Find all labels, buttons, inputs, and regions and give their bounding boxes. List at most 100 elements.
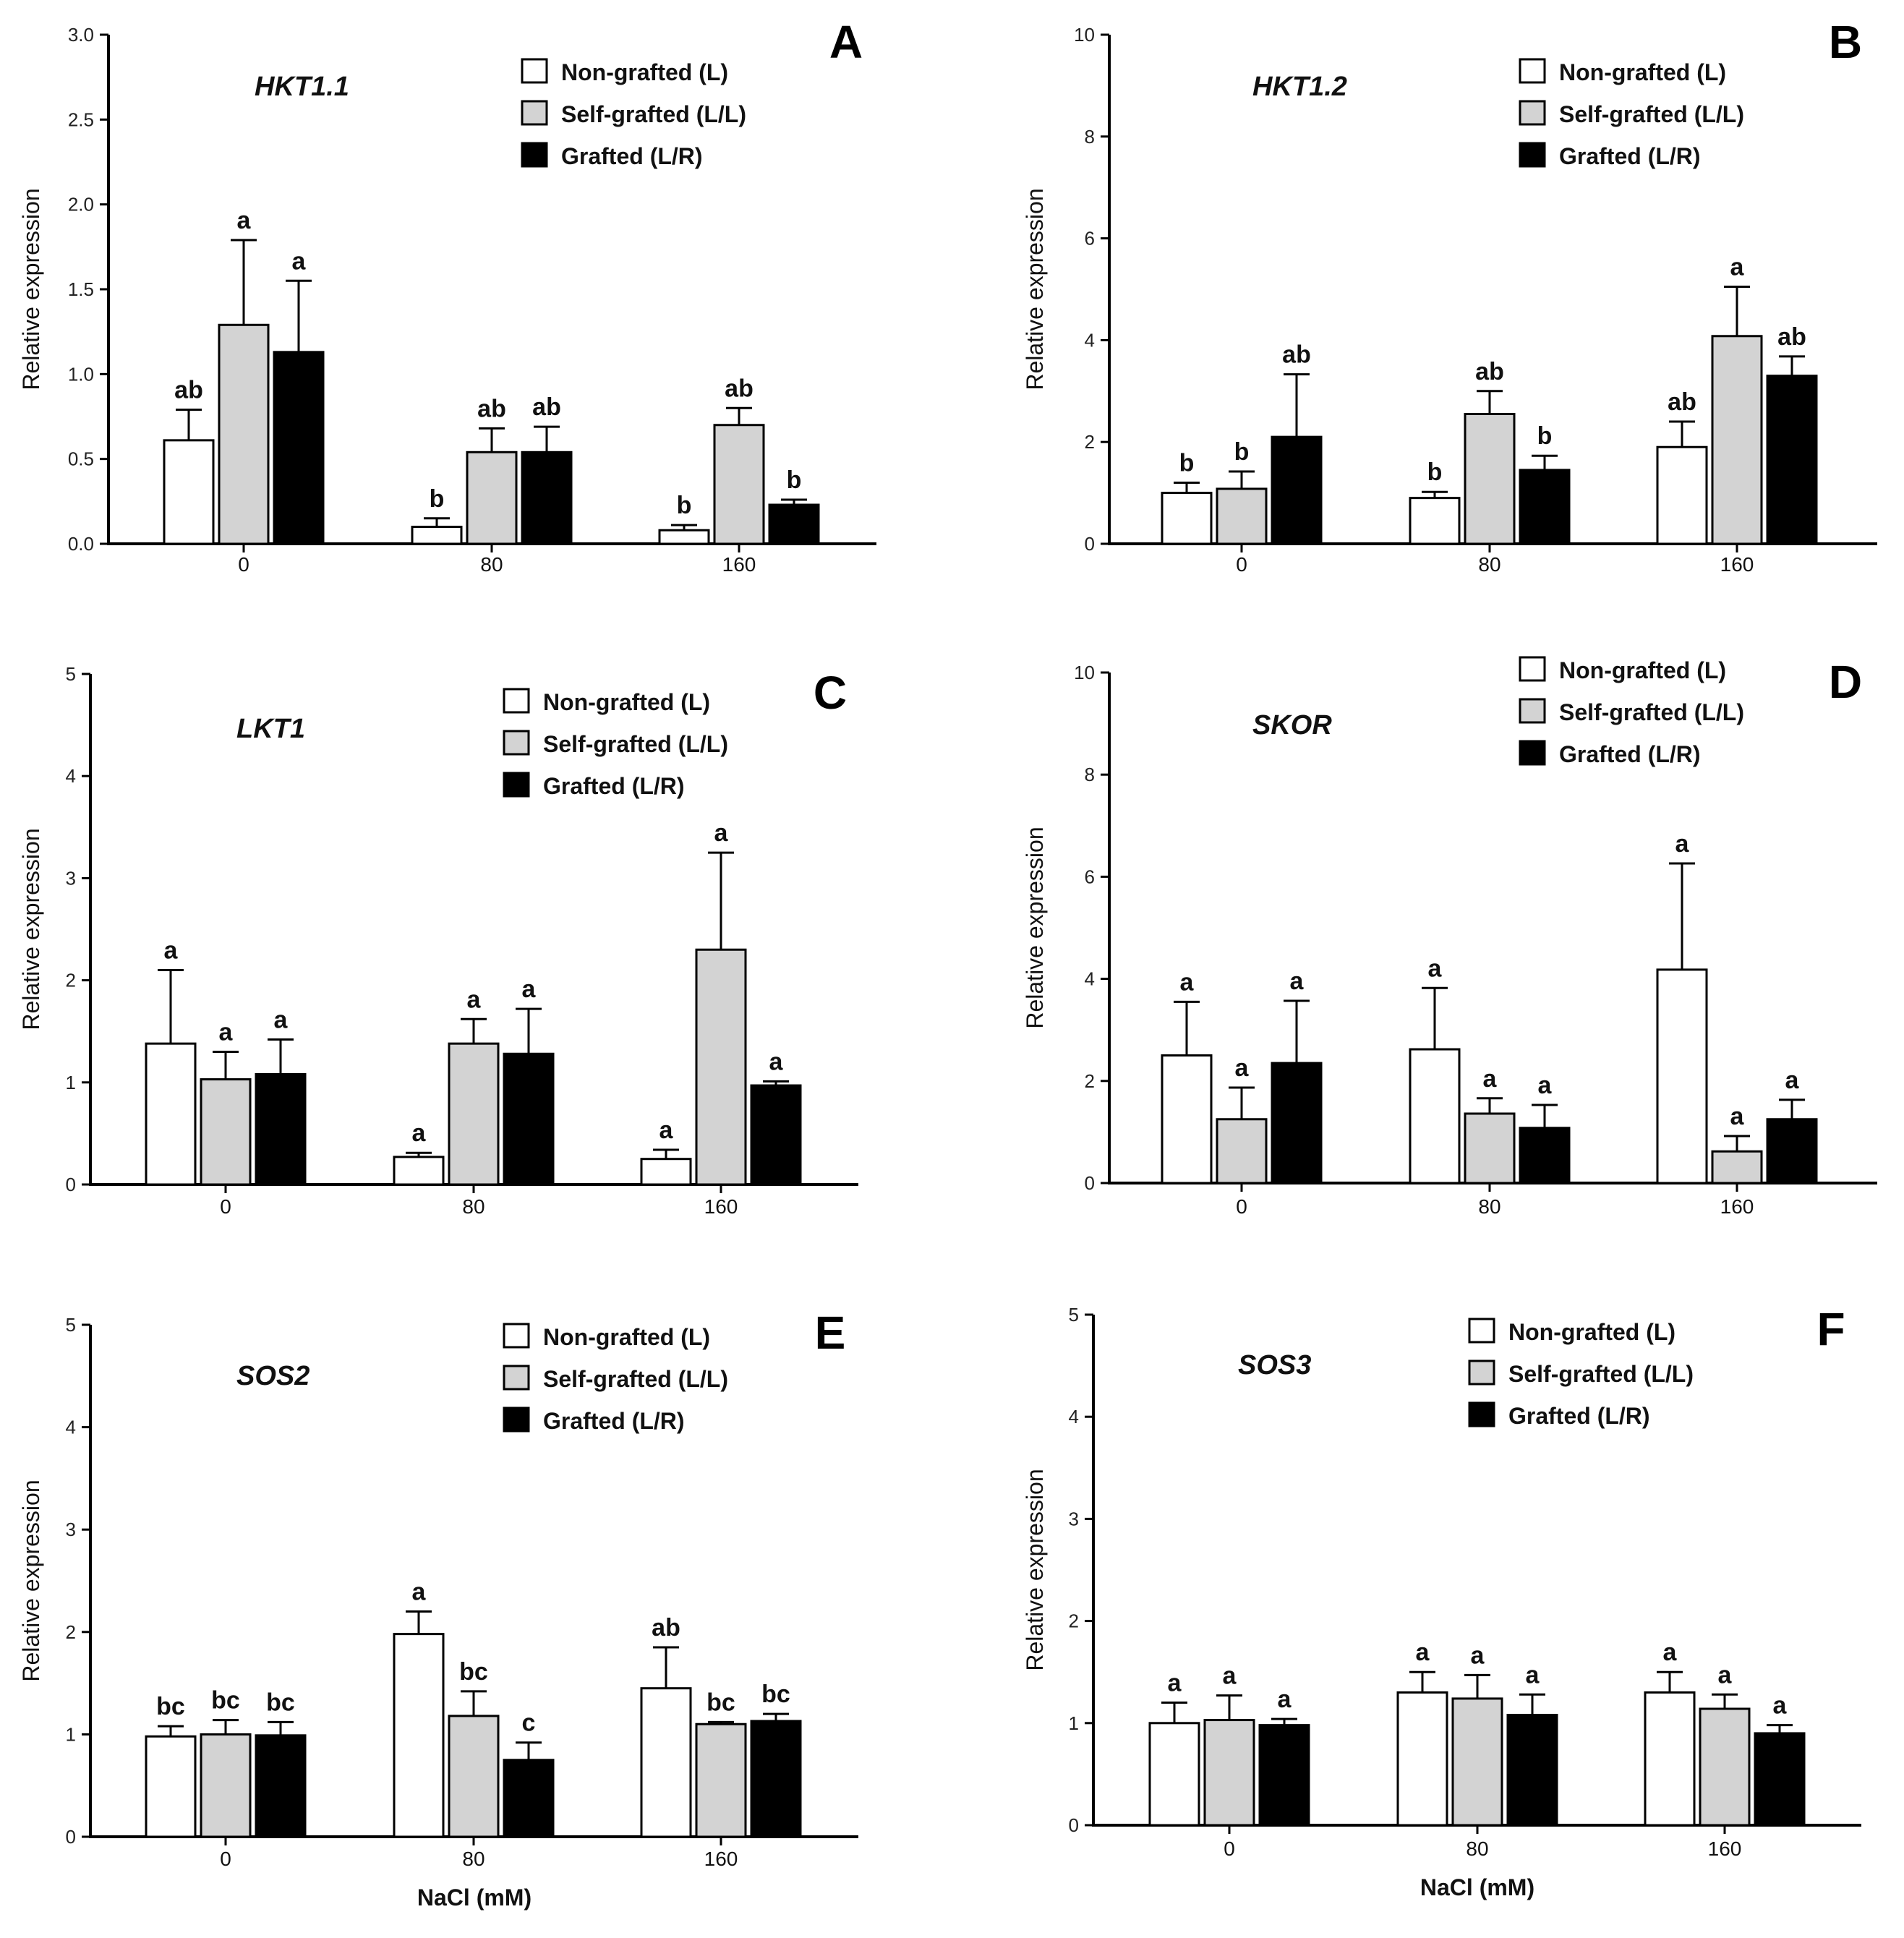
significance-label: ab (652, 1614, 680, 1642)
bar (640, 1687, 692, 1838)
bar (1464, 412, 1516, 545)
significance-label: bc (459, 1658, 488, 1686)
significance-label: a (237, 207, 252, 234)
significance-label: a (412, 1578, 427, 1605)
y-tick-label: 4 (66, 1417, 76, 1438)
bar (1148, 1722, 1200, 1827)
significance-label: a (1471, 1642, 1485, 1669)
significance-label: a (1278, 1686, 1292, 1713)
bar (1519, 1127, 1571, 1184)
panel-letter: D (1829, 656, 1862, 708)
panel-letter: A (829, 16, 863, 68)
bar (393, 1633, 445, 1838)
significance-label: a (1526, 1661, 1540, 1689)
significance-label: bc (211, 1687, 240, 1715)
legend-swatch (1468, 1318, 1495, 1344)
bar (750, 1084, 802, 1186)
y-tick-label: 4 (1085, 968, 1095, 990)
bar (695, 948, 747, 1186)
significance-label: a (1428, 955, 1443, 982)
bar (1396, 1691, 1448, 1827)
significance-label: bc (156, 1693, 185, 1720)
x-tick-label: 80 (1478, 1195, 1500, 1218)
legend-label: Self-grafted (L/L) (1508, 1361, 1694, 1387)
x-tick-label: 80 (462, 1195, 484, 1218)
legend-swatch (1519, 740, 1546, 766)
legend-swatch (521, 58, 548, 84)
y-tick-label: 8 (1085, 126, 1095, 148)
legend-swatch (503, 1323, 530, 1349)
x-tick-label: 80 (1466, 1837, 1488, 1860)
y-tick-label: 1 (1069, 1712, 1079, 1734)
legend-swatch (521, 142, 548, 168)
legend-swatch (503, 1406, 530, 1433)
y-tick-label: 5 (66, 1314, 76, 1336)
legend-label: Self-grafted (L/L) (1559, 101, 1744, 127)
y-tick-label: 5 (1069, 1304, 1079, 1326)
bar (200, 1078, 252, 1186)
significance-label: a (1663, 1639, 1678, 1666)
significance-label: b (1234, 438, 1250, 466)
y-tick-label: 3 (1069, 1508, 1079, 1529)
significance-label: a (164, 936, 179, 964)
panel-f: 0 1 2 3 4 5 Relative expression 0 80 160 NaCl (mM)… (1022, 1303, 1861, 1900)
y-axis-title: Relative expression (1022, 188, 1048, 390)
bar (521, 451, 573, 545)
significance-label: a (1718, 1661, 1733, 1689)
bar (1451, 1697, 1503, 1827)
y-tick-label: 10 (1074, 662, 1095, 683)
bar (145, 1042, 197, 1186)
bar (255, 1073, 307, 1186)
significance-label: a (1483, 1065, 1498, 1093)
gene-title: HKT1.1 (255, 72, 349, 102)
significance-label: b (1427, 458, 1443, 486)
significance-label: bc (266, 1689, 295, 1716)
y-tick-label: 1 (66, 1072, 76, 1093)
legend-swatch (1519, 142, 1546, 168)
legend-label: Self-grafted (L/L) (1559, 699, 1744, 725)
y-tick-label: 1 (66, 1723, 76, 1745)
bar (200, 1733, 252, 1838)
x-tick-label: 0 (220, 1848, 231, 1870)
significance-label: a (1538, 1072, 1553, 1099)
significance-label: a (467, 986, 482, 1013)
significance-label: a (1730, 253, 1745, 281)
panel-letter: E (815, 1307, 846, 1359)
y-tick-label: 2 (1069, 1610, 1079, 1632)
legend-swatch (503, 688, 530, 714)
y-tick-label: 4 (1085, 329, 1095, 351)
significance-label: a (1290, 968, 1305, 995)
gene-title: SOS3 (1238, 1350, 1311, 1380)
bar (1766, 375, 1818, 545)
x-tick-label: 0 (220, 1195, 231, 1218)
significance-label: a (1223, 1662, 1237, 1690)
x-tick-label: 0 (1236, 1195, 1247, 1218)
y-axis-title: Relative expression (18, 188, 44, 390)
y-tick-label: 5 (66, 663, 76, 685)
x-tick-label: 160 (704, 1195, 738, 1218)
y-tick-label: 1.5 (68, 278, 94, 300)
bar (695, 1723, 747, 1838)
legend-swatch (521, 100, 548, 126)
bar (713, 424, 765, 545)
legend: Non-grafted (L) Self-grafted (L/L) Grafted… (503, 688, 728, 799)
bar (1409, 497, 1461, 545)
legend-label: Non-grafted (L) (543, 689, 710, 715)
legend-label: Self-grafted (L/L) (543, 731, 728, 757)
significance-label: b (1537, 422, 1553, 450)
x-tick-label: 160 (704, 1848, 738, 1870)
x-tick-label: 0 (1224, 1837, 1235, 1860)
bar (1271, 1062, 1323, 1184)
y-tick-label: 3.0 (68, 24, 94, 46)
bar (503, 1052, 555, 1186)
y-axis-title: Relative expression (1022, 1469, 1048, 1670)
y-tick-label: 2.0 (68, 194, 94, 215)
significance-label: a (1416, 1639, 1430, 1666)
significance-label: ab (725, 375, 754, 402)
bar (1258, 1724, 1310, 1827)
significance-label: a (1730, 1103, 1745, 1130)
bar (145, 1735, 197, 1838)
bar (1754, 1732, 1806, 1827)
bar (750, 1720, 802, 1838)
gene-title: LKT1 (236, 714, 305, 744)
